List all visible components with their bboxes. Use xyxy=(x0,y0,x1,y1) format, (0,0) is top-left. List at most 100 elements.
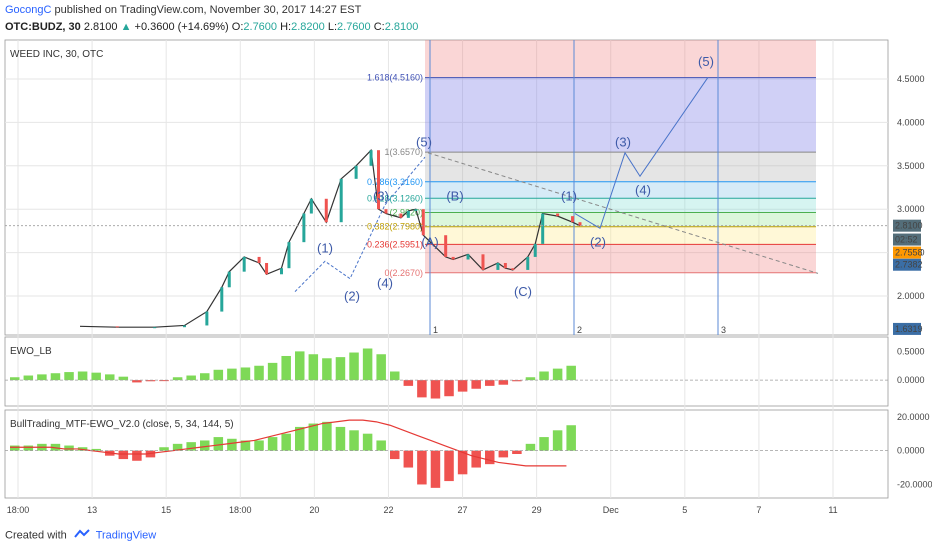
chart-area[interactable]: 1.618(4.5160) 1(3.6570) 0.786(3.3160) 0.618… xyxy=(0,38,932,520)
wave-label: (5) xyxy=(698,54,714,69)
wave-label: (4) xyxy=(635,182,651,197)
candle xyxy=(377,150,381,210)
candle xyxy=(496,262,500,270)
ewo-bar xyxy=(335,357,346,381)
price-tag-label: 2.7558 xyxy=(895,248,923,258)
ohlc-legend: OTC:BUDZ, 30 2.8100 ▲ +0.3600 (+14.69%) … xyxy=(5,21,418,33)
ewo-bar xyxy=(322,358,332,381)
ewo-bar xyxy=(308,354,319,381)
ewo-bar xyxy=(172,377,183,381)
candle xyxy=(571,216,575,223)
x-axis-label: 15 xyxy=(161,505,171,515)
ewo-bar xyxy=(525,377,536,381)
price-tag-label: 02:52 xyxy=(895,235,918,245)
ewo-bar xyxy=(335,426,346,451)
grid xyxy=(4,39,889,499)
ewo-bar xyxy=(172,443,183,451)
chart-background xyxy=(0,38,932,520)
ewo-bar xyxy=(186,375,196,381)
wave-label: (1) xyxy=(317,241,333,256)
ewo-bar xyxy=(457,380,468,392)
candle xyxy=(309,198,313,214)
ewo-bar xyxy=(390,450,400,460)
high-value: 2.8200 xyxy=(291,21,325,33)
fib-zone xyxy=(425,198,816,213)
candle xyxy=(182,325,186,328)
candle xyxy=(444,235,448,257)
indicator-axis-label: 0.0000 xyxy=(897,375,925,385)
candle xyxy=(242,256,246,272)
ewo-pane-title: EWO_LB xyxy=(10,346,52,357)
ewo-bar xyxy=(23,375,34,381)
ewo-bar xyxy=(430,450,441,488)
last-price: 2.8100 xyxy=(83,21,118,33)
ewo-bar xyxy=(295,426,305,451)
ewo-bar xyxy=(430,380,441,399)
fib-level-label: 0.786(3.3160) xyxy=(367,177,423,187)
indicator-axis-label: 0.0000 xyxy=(897,446,925,456)
ewo-bar xyxy=(240,440,251,451)
ewo-bar xyxy=(159,380,169,382)
wave-label: (3) xyxy=(373,189,389,204)
author-link[interactable]: GocongC xyxy=(5,4,52,16)
ewo-bar xyxy=(281,355,291,381)
price-tag-label: 2.8100 xyxy=(895,221,923,231)
wave-label: (2) xyxy=(344,288,360,303)
ewo-bar xyxy=(227,438,237,451)
ewo-bar xyxy=(64,445,74,451)
ewo-bar xyxy=(186,442,196,451)
x-axis-label: 20 xyxy=(309,505,319,515)
ewo-bar xyxy=(566,365,576,381)
created-text: Created with xyxy=(5,529,67,542)
tradingview-link[interactable]: TradingView xyxy=(95,529,157,542)
candle xyxy=(257,256,261,263)
ewo-bar xyxy=(64,372,74,381)
ewo-bar xyxy=(552,368,563,381)
ewo-bar xyxy=(105,374,115,381)
candle xyxy=(324,198,328,223)
ewo-bar xyxy=(145,380,156,382)
ewo-bar xyxy=(322,421,332,451)
ewo-bar xyxy=(444,380,454,397)
pane-border-1 xyxy=(4,336,889,407)
time-marker-label: 3 xyxy=(721,325,726,335)
x-axis-label: 29 xyxy=(532,505,542,515)
price-tag-bg xyxy=(893,219,921,232)
price-pane: (1) (2) (3) (4) (5) (A) (B) (C) (1) (2) (3) (4) (5) xyxy=(5,54,888,329)
ewo-bar xyxy=(471,380,481,389)
candle xyxy=(399,213,403,218)
price-tag-bg xyxy=(893,233,921,246)
candle xyxy=(533,243,537,257)
tradingview-logo-icon xyxy=(74,529,90,542)
ewo-bar xyxy=(200,440,210,451)
wave-label: (4) xyxy=(377,275,393,290)
candle xyxy=(279,268,283,275)
ewo-bar xyxy=(267,437,278,451)
fib-zone xyxy=(425,226,816,245)
price-tag-bg xyxy=(893,322,921,335)
ewo-bar xyxy=(295,351,305,381)
ewo-bar xyxy=(512,450,522,454)
candle xyxy=(220,287,224,312)
low-label: L: xyxy=(327,21,338,33)
fib-level-label: 0(2.2670) xyxy=(384,268,423,278)
candle xyxy=(541,213,545,244)
candle xyxy=(578,222,582,226)
price-axis-label: 2.0000 xyxy=(897,291,925,301)
ewo-bar xyxy=(376,440,386,451)
ewo-bar xyxy=(37,374,47,381)
signal-line xyxy=(10,419,567,467)
ewo-bar xyxy=(200,373,210,381)
symbol-label: OTC:BUDZ, 30 xyxy=(5,21,81,33)
ewo-bar xyxy=(77,371,88,381)
wave-label: (A) xyxy=(421,235,438,250)
wave-label: (B) xyxy=(446,189,463,204)
ewo-bar xyxy=(91,372,101,381)
ewo-bar xyxy=(552,430,563,451)
ewo-bar xyxy=(417,450,427,485)
ewo-bar xyxy=(118,376,129,381)
ewo-bar xyxy=(444,450,454,482)
x-axis-label: 5 xyxy=(682,505,687,515)
x-axis-label: 11 xyxy=(828,505,837,515)
candle xyxy=(556,213,560,217)
